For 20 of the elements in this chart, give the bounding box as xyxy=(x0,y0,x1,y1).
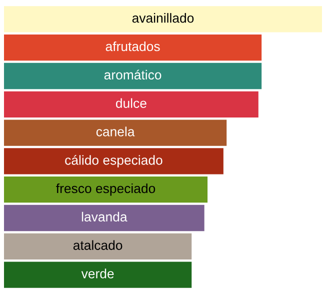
y-tick-label: avainillado xyxy=(132,13,194,23)
bar xyxy=(4,148,224,174)
y-tick-label: dulce xyxy=(116,98,146,108)
bar xyxy=(4,34,262,61)
bar xyxy=(4,6,322,32)
bar xyxy=(4,262,192,288)
bar xyxy=(4,120,227,146)
bar xyxy=(4,204,204,232)
y-tick-label: lavanda xyxy=(82,212,128,222)
y-tick-label: canela xyxy=(96,126,135,136)
y-tick-label: afrutados xyxy=(106,41,160,52)
bar xyxy=(4,62,262,90)
y-tick-label: aromático xyxy=(104,70,162,80)
y-tick-label: fresco especiado xyxy=(56,183,156,196)
bar xyxy=(4,233,192,260)
y-tick-label: atalcado xyxy=(73,240,122,250)
bar xyxy=(4,176,208,203)
y-tick-label: verde xyxy=(81,268,114,278)
bar xyxy=(4,91,258,118)
y-tick-label: cálido especiado xyxy=(65,154,162,168)
